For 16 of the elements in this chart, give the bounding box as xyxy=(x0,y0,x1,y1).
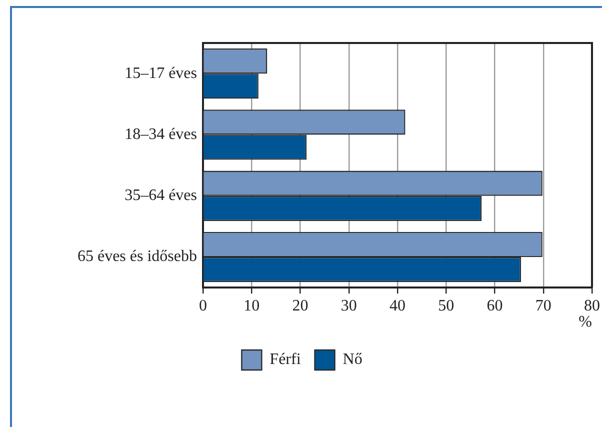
x-tick-label: 80 xyxy=(584,297,600,314)
x-tick-label: 60 xyxy=(486,297,503,314)
x-tick-label: 10 xyxy=(244,297,260,314)
y-tick-label: 15–17 éves xyxy=(124,64,197,82)
legend-label: Férfi xyxy=(270,351,302,368)
x-tick-label: 0 xyxy=(199,297,207,314)
y-tick-label: 35–64 éves xyxy=(124,187,197,204)
y-tick-label: 65 éves és idősebb xyxy=(77,248,197,266)
x-axis-title: % xyxy=(578,314,592,331)
x-tick-label: 70 xyxy=(535,297,552,314)
x-tick-label: 40 xyxy=(390,297,406,314)
x-tick-label: 50 xyxy=(438,297,454,314)
x-tick-label: 30 xyxy=(340,297,357,314)
y-tick-label: 18–34 éves xyxy=(124,126,197,143)
x-tick-label: 20 xyxy=(292,297,308,314)
legend-label: Nő xyxy=(342,351,362,368)
